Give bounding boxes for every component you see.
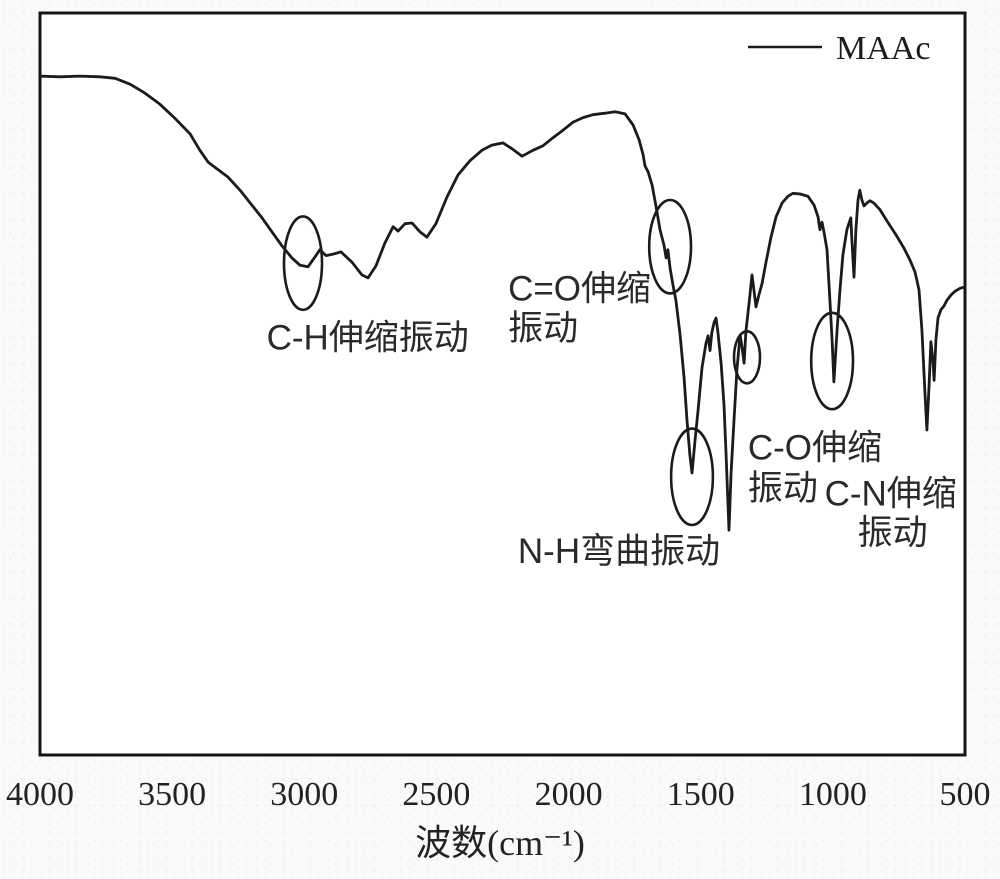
x-tick-label-2500: 2500 <box>402 776 470 813</box>
annotation-label-c-o-stretch-line2: 振动 <box>748 469 818 508</box>
x-axis-title: 波数(cm⁻¹) <box>415 823 585 863</box>
annotation-label-n-h-bend: N-H弯曲振动 <box>518 532 720 571</box>
annotation-label-c-o-double-stretch-line2: 振动 <box>508 309 578 348</box>
x-tick-label-500: 500 <box>940 776 991 813</box>
annotation-label-c-o-stretch-line1: C-O伸缩 <box>748 428 882 467</box>
annotation-label-c-n-stretch-line1: C-N伸缩 <box>825 474 957 513</box>
annotation-ellipse-c-o-stretch <box>732 329 762 385</box>
x-tick-label-2000: 2000 <box>535 776 603 813</box>
x-tick-label-3500: 3500 <box>138 776 206 813</box>
annotation-ellipse-c-n-stretch <box>809 311 855 411</box>
x-tick-label-4000: 4000 <box>6 776 74 813</box>
annotation-label-c-n-stretch-line2: 振动 <box>858 514 928 553</box>
annotation-label-c-o-double-stretch-line1: C=O伸缩 <box>508 270 651 309</box>
x-tick-label-1500: 1500 <box>667 776 735 813</box>
annotation-ellipse-n-h-bend <box>669 427 715 527</box>
annotation-label-c-h-stretch: C-H伸缩振动 <box>267 318 469 357</box>
annotation-ellipse-c-h-stretch <box>282 215 324 312</box>
spectrum-line-maac <box>38 74 967 532</box>
legend-series-label: MAAc <box>836 30 930 67</box>
plot-area-border <box>38 11 967 757</box>
annotation-ellipse-c-o-double-stretch <box>647 198 693 295</box>
x-tick-label-3000: 3000 <box>270 776 338 813</box>
x-tick-label-1000: 1000 <box>799 776 867 813</box>
legend: MAAc <box>748 30 930 67</box>
